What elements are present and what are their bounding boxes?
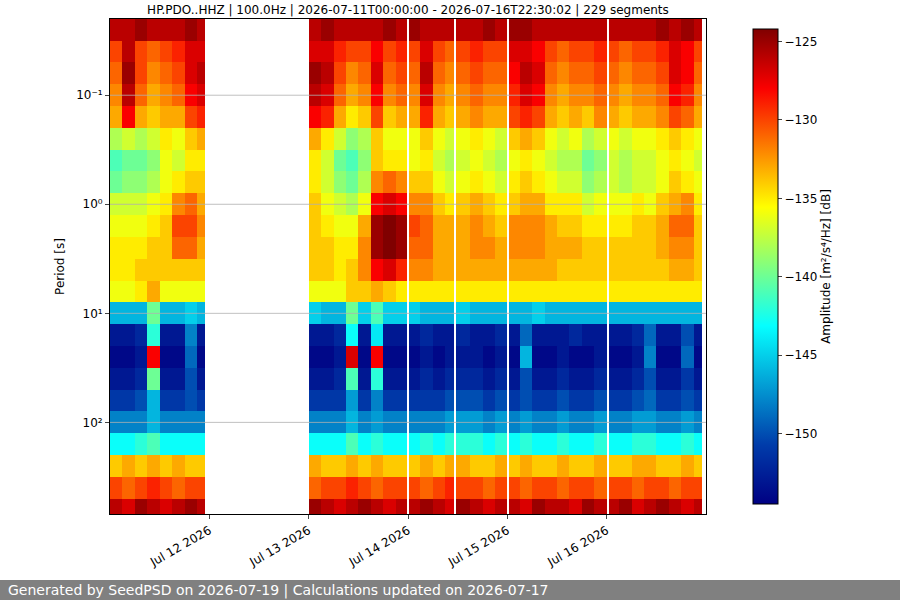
svg-text:10⁰: 10⁰ xyxy=(83,197,103,211)
svg-text:HP.PDO..HHZ | 100.0Hz | 2026-0: HP.PDO..HHZ | 100.0Hz | 2026-07-11T00:00… xyxy=(147,3,669,17)
svg-text:−145: −145 xyxy=(784,348,817,362)
svg-text:Jul 15 2026: Jul 15 2026 xyxy=(445,523,512,570)
svg-text:−135: −135 xyxy=(784,192,817,206)
svg-text:Amplitude [m²/s⁴/Hz] [dB]: Amplitude [m²/s⁴/Hz] [dB] xyxy=(819,189,833,344)
svg-text:10²: 10² xyxy=(83,416,103,430)
svg-text:Period [s]: Period [s] xyxy=(53,238,67,295)
svg-text:−140: −140 xyxy=(784,270,817,284)
svg-text:−150: −150 xyxy=(784,427,817,441)
html-text:Generated by SeedPSD on 2026-0: Generated by SeedPSD on 2026-07-19 | Cal… xyxy=(8,582,549,598)
svg-text:10¹: 10¹ xyxy=(83,307,103,321)
svg-text:Jul 16 2026: Jul 16 2026 xyxy=(544,523,611,570)
svg-text:Jul 14 2026: Jul 14 2026 xyxy=(346,523,413,570)
svg-text:−130: −130 xyxy=(784,113,817,127)
svg-text:10⁻¹: 10⁻¹ xyxy=(76,88,103,102)
svg-text:Jul 12 2026: Jul 12 2026 xyxy=(147,523,214,570)
svg-text:Jul 13 2026: Jul 13 2026 xyxy=(246,523,313,570)
svg-text:−125: −125 xyxy=(784,35,817,49)
